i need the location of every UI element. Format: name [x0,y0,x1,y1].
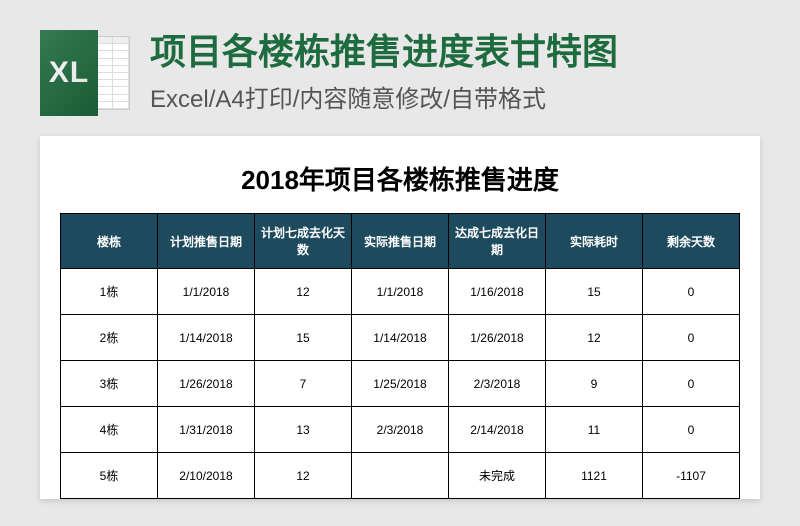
cell: -1107 [643,453,740,499]
cell: 1/16/2018 [449,269,546,315]
cell: 2/14/2018 [449,407,546,453]
cell: 15 [546,269,643,315]
cell: 1/25/2018 [352,361,449,407]
cell: 1/1/2018 [352,269,449,315]
progress-table: 楼栋 计划推售日期 计划七成去化天数 实际推售日期 达成七成去化日期 实际耗时 … [60,213,740,499]
cell: 1/31/2018 [158,407,255,453]
excel-icon-label: XL [49,56,89,90]
table-header-row: 楼栋 计划推售日期 计划七成去化天数 实际推售日期 达成七成去化日期 实际耗时 … [61,214,740,269]
document-preview: 2018年项目各楼栋推售进度 楼栋 计划推售日期 计划七成去化天数 实际推售日期… [40,136,760,499]
cell: 13 [255,407,352,453]
cell: 0 [643,269,740,315]
cell: 2/10/2018 [158,453,255,499]
cell: 0 [643,361,740,407]
cell: 3栋 [61,361,158,407]
table-row: 1栋 1/1/2018 12 1/1/2018 1/16/2018 15 0 [61,269,740,315]
cell: 12 [255,269,352,315]
cell: 11 [546,407,643,453]
cell: 7 [255,361,352,407]
col-building: 楼栋 [61,214,158,269]
col-achieve-date: 达成七成去化日期 [449,214,546,269]
table-row: 3栋 1/26/2018 7 1/25/2018 2/3/2018 9 0 [61,361,740,407]
cell: 1/14/2018 [352,315,449,361]
cell: 2/3/2018 [352,407,449,453]
col-actual-date: 实际推售日期 [352,214,449,269]
page-subtitle: Excel/A4打印/内容随意修改/自带格式 [150,79,760,114]
cell: 4栋 [61,407,158,453]
col-planned-date: 计划推售日期 [158,214,255,269]
cell: 15 [255,315,352,361]
col-remaining-days: 剩余天数 [643,214,740,269]
cell: 1/26/2018 [158,361,255,407]
col-actual-duration: 实际耗时 [546,214,643,269]
cell: 1121 [546,453,643,499]
cell: 0 [643,315,740,361]
table-body: 1栋 1/1/2018 12 1/1/2018 1/16/2018 15 0 2… [61,269,740,499]
cell: 12 [255,453,352,499]
header: XL 项目各楼栋推售进度表甘特图 Excel/A4打印/内容随意修改/自带格式 [0,0,800,136]
table-row: 2栋 1/14/2018 15 1/14/2018 1/26/2018 12 0 [61,315,740,361]
cell: 12 [546,315,643,361]
cell: 2栋 [61,315,158,361]
cell: 2/3/2018 [449,361,546,407]
cell: 1/14/2018 [158,315,255,361]
excel-book-icon: XL [40,30,98,116]
header-text: 项目各楼栋推售进度表甘特图 Excel/A4打印/内容随意修改/自带格式 [150,30,760,114]
cell [352,453,449,499]
document-title: 2018年项目各楼栋推售进度 [60,160,740,197]
cell: 未完成 [449,453,546,499]
page-title: 项目各楼栋推售进度表甘特图 [150,30,760,73]
cell: 1/26/2018 [449,315,546,361]
excel-icon: XL [40,30,130,116]
col-planned-days: 计划七成去化天数 [255,214,352,269]
cell: 9 [546,361,643,407]
table-row: 5栋 2/10/2018 12 未完成 1121 -1107 [61,453,740,499]
cell: 5栋 [61,453,158,499]
cell: 0 [643,407,740,453]
table-row: 4栋 1/31/2018 13 2/3/2018 2/14/2018 11 0 [61,407,740,453]
cell: 1/1/2018 [158,269,255,315]
cell: 1栋 [61,269,158,315]
